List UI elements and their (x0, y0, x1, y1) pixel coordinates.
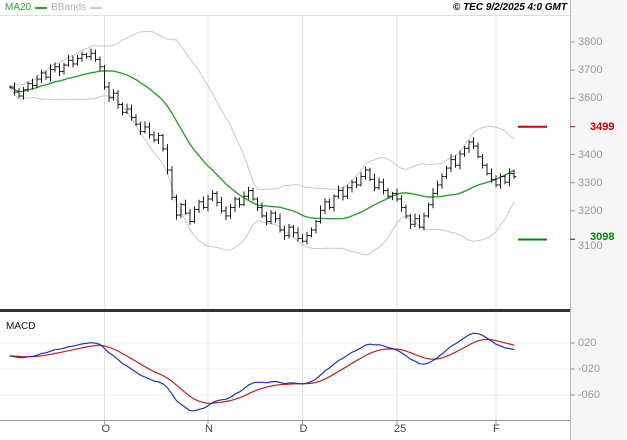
macd-lines (9, 332, 515, 412)
bbands-line-swatch (90, 6, 103, 9)
support-level-label: 3098 (590, 231, 615, 243)
ma20-line (9, 70, 515, 220)
frame (0, 0, 575, 440)
price-axis-strip (571, 0, 627, 440)
ma20-legend-label: MA20 (5, 2, 32, 13)
resistance-level-label: 3499 (590, 121, 615, 133)
chart-legend: MA20 BBands (5, 2, 103, 13)
copyright-text: © TEC 9/2/2025 4:0 GMT (452, 2, 567, 13)
macd-panel-label: MACD (6, 321, 36, 332)
gridlines (0, 15, 570, 420)
price-bars (9, 48, 517, 245)
alert-levels (518, 125, 547, 241)
ma20-line-swatch (35, 6, 48, 9)
bollinger-bands (9, 30, 515, 256)
bbands-legend-label: BBands (51, 2, 87, 13)
